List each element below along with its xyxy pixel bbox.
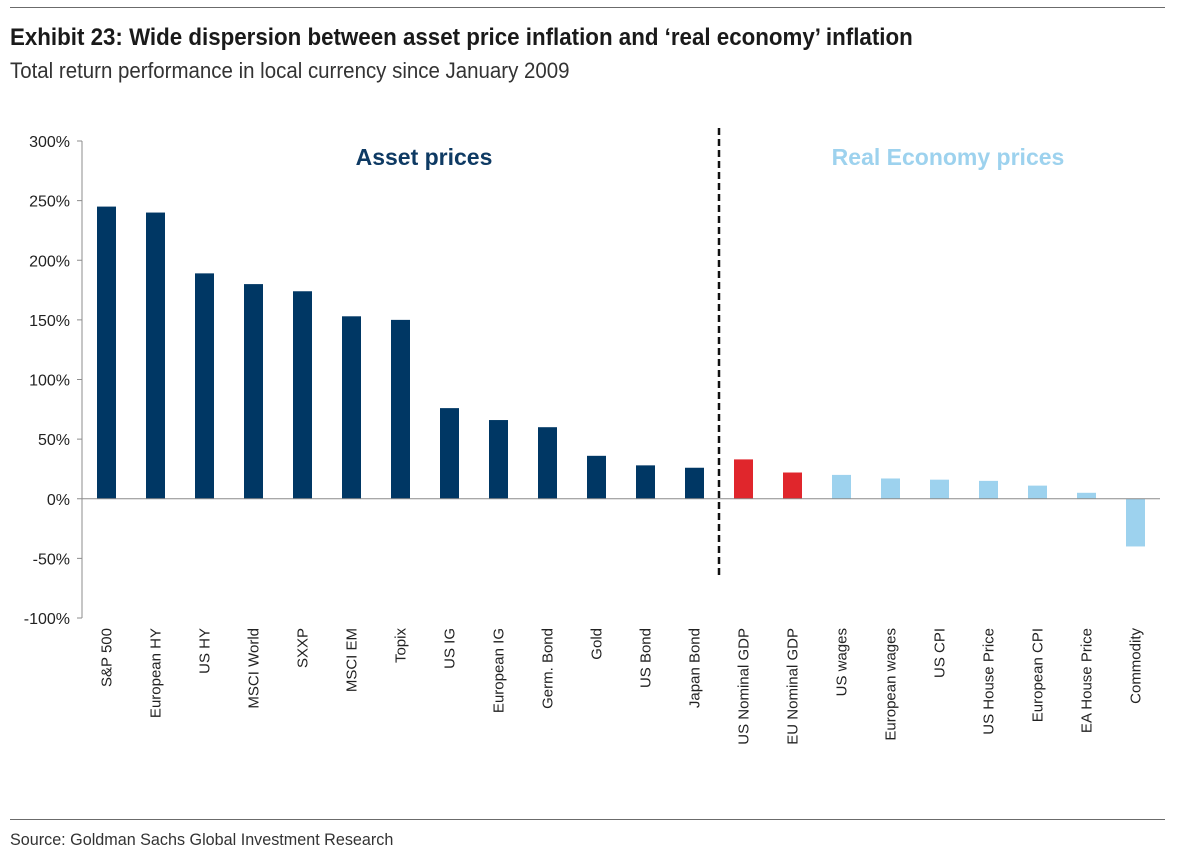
chart-title: Exhibit 23: Wide dispersion between asse… [10,24,913,51]
category-label: S&P 500 [99,628,116,687]
category-label: Japan Bond [687,628,704,708]
category-label: US Nominal GDP [736,628,753,745]
category-label: US HY [197,628,214,674]
bar [195,273,214,499]
bar [538,427,557,499]
chart-subtitle: Total return performance in local curren… [10,58,570,83]
section-label-asset-prices: Asset prices [356,144,493,170]
y-axis: 300% 250% 200% 150% 100% 50% 0% -50% -100% [24,134,82,628]
bar [293,291,312,499]
bar [734,459,753,499]
bar [489,420,508,499]
y-tick-label: -50% [33,551,70,568]
y-tick-label: 200% [29,253,70,270]
category-label: SXXP [295,628,312,668]
category-labels: S&P 500 European HY US HY MSCI World SXXP MSC… [99,628,1145,745]
section-label-real-economy-prices: Real Economy prices [832,144,1065,170]
category-label: US CPI [932,628,949,678]
category-label: Commodity [1128,628,1145,704]
bar [244,284,263,499]
category-label: Topix [393,628,410,664]
bars [97,206,1145,547]
source-note: Source: Goldman Sachs Global Investment … [10,830,394,849]
category-label: European wages [883,628,900,741]
bar-chart: 300% 250% 200% 150% 100% 50% 0% -50% -100% S&P 5… [24,128,1160,745]
category-label: European HY [148,628,165,718]
bar [1126,498,1145,547]
category-label: MSCI EM [344,628,361,692]
category-label: European IG [491,628,508,713]
y-tick-label: 0% [47,492,70,509]
category-label: Germ. Bond [540,628,557,709]
y-tick-label: 100% [29,373,70,390]
bar [685,467,704,499]
category-label: MSCI World [246,628,263,709]
bar [440,408,459,499]
bar [881,478,900,499]
y-tick-label: 150% [29,313,70,330]
category-label: EA House Price [1079,628,1096,733]
bar [636,465,655,499]
bar [342,316,361,499]
bar [832,474,851,499]
bar [587,455,606,499]
y-tick-label: 250% [29,194,70,211]
top-rule [10,7,1165,8]
category-label: EU Nominal GDP [785,628,802,745]
category-label: European CPI [1030,628,1047,722]
category-label: Gold [589,628,606,660]
bar [1028,485,1047,499]
category-label: US wages [834,628,851,696]
bar [979,480,998,499]
y-tick-label: 300% [29,134,70,151]
bottom-rule [10,819,1165,820]
bar [391,319,410,499]
bar [783,472,802,499]
y-tick-label: -100% [24,611,70,628]
bar [1077,492,1096,499]
category-label: US House Price [981,628,998,735]
bar [146,212,165,499]
bar [930,479,949,499]
bar [97,206,116,499]
category-label: US IG [442,628,459,669]
category-label: US Bond [638,628,655,688]
y-tick-label: 50% [38,432,70,449]
